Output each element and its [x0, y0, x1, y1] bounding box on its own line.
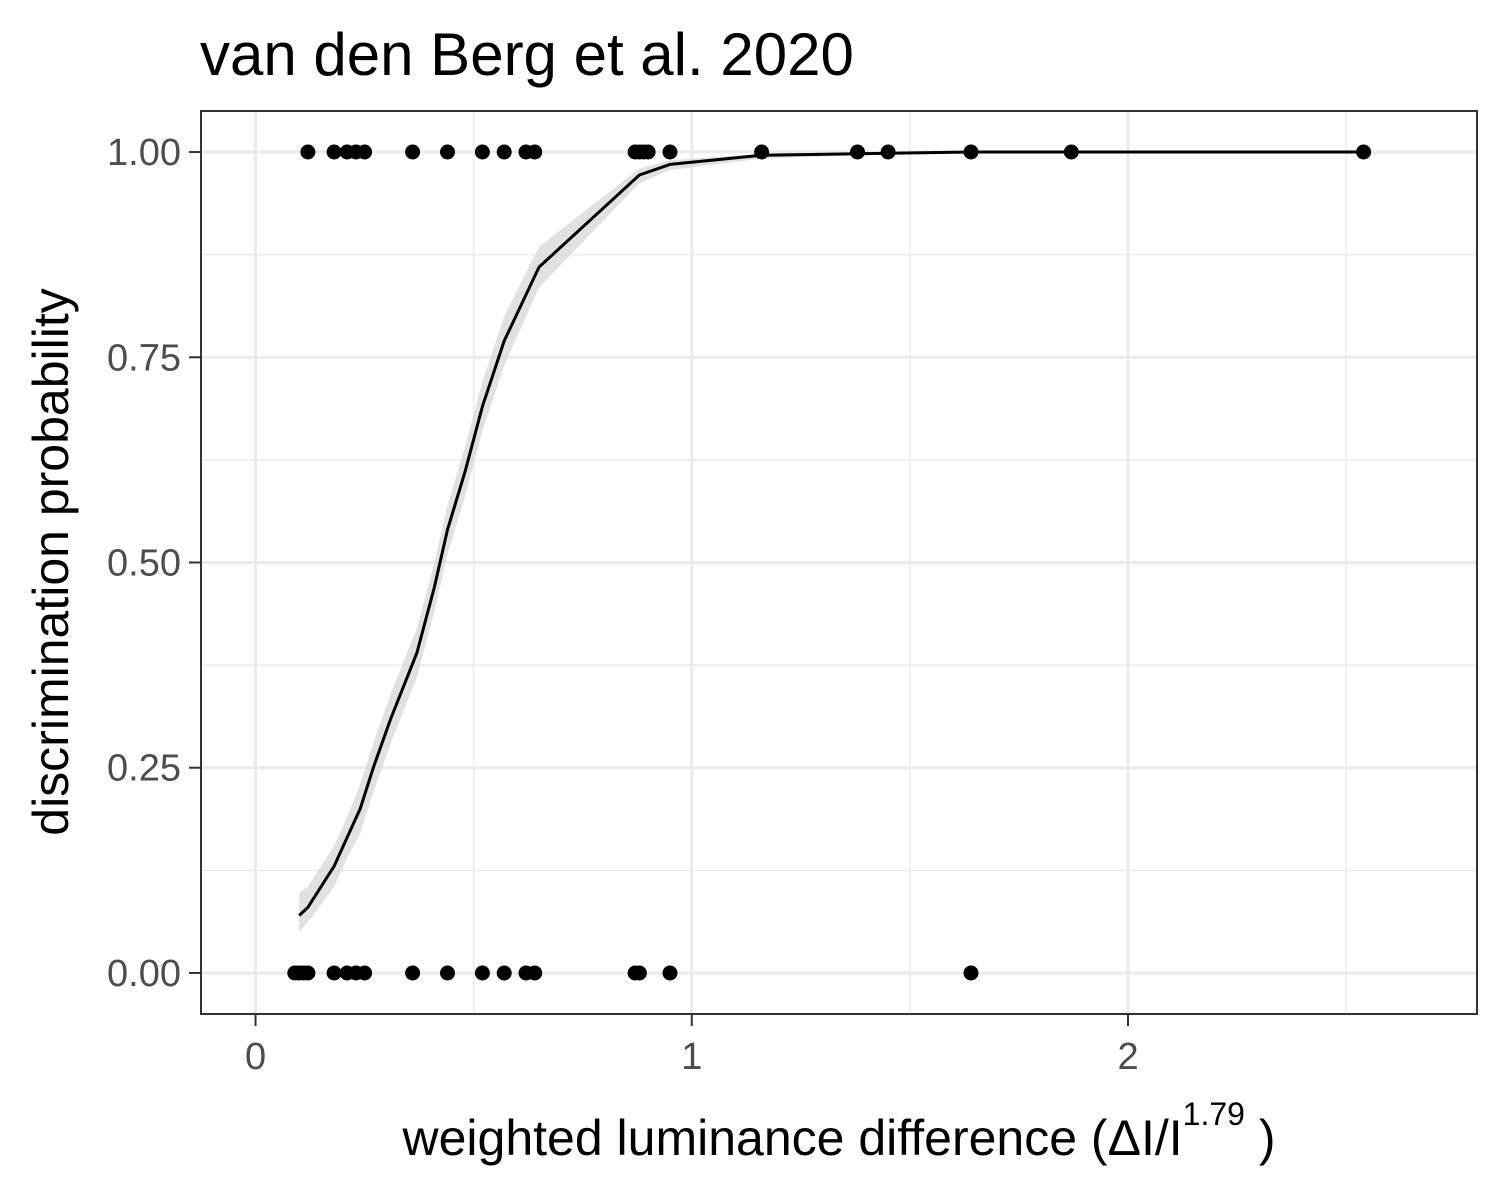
data-point-25 [300, 965, 316, 981]
fit-line-layer [298, 150, 1364, 917]
x-axis-title-close: ) [1245, 1110, 1276, 1166]
data-point-29 [357, 965, 373, 981]
confidence-ribbon-layer [299, 152, 1364, 932]
data-point-16 [754, 144, 770, 160]
x-axis-title-main: weighted luminance difference (ΔI/I [402, 1110, 1183, 1166]
data-point-15 [662, 144, 678, 160]
data-point-37 [631, 965, 647, 981]
data-point-0 [300, 144, 316, 160]
data-point-5 [405, 144, 421, 160]
y-axis: 0.00 0.25 0.50 0.75 1.00 [107, 132, 201, 995]
data-point-7 [474, 144, 490, 160]
data-point-10 [527, 144, 543, 160]
x-tick-label-1: 1 [681, 1036, 702, 1078]
y-axis-title: discrimination probability [23, 288, 79, 835]
major-grid [201, 111, 1477, 1014]
data-point-26 [326, 965, 342, 981]
y-tick-label-0: 0.00 [107, 953, 181, 995]
data-point-30 [405, 965, 421, 981]
data-point-18 [880, 144, 896, 160]
y-tick-label-3: 0.75 [107, 337, 181, 379]
x-axis-title: weighted luminance difference (ΔI/I1.79 … [402, 1096, 1276, 1166]
y-tick-label-1: 0.25 [107, 748, 181, 790]
data-point-33 [496, 965, 512, 981]
data-point-35 [527, 965, 543, 981]
data-point-17 [850, 144, 865, 160]
data-point-14 [640, 144, 656, 160]
x-axis-title-superscript: 1.79 [1183, 1096, 1245, 1132]
x-tick-label-0: 0 [245, 1036, 266, 1078]
data-point-6 [440, 144, 455, 160]
data-point-1 [326, 144, 342, 160]
data-point-38 [662, 965, 678, 981]
x-axis: 0 1 2 [245, 1014, 1139, 1078]
data-point-32 [474, 965, 490, 981]
fit-line [298, 150, 1364, 917]
y-tick-label-4: 1.00 [107, 132, 181, 174]
chart-title: van den Berg et al. 2020 [200, 21, 854, 88]
confidence-ribbon [299, 152, 1364, 932]
data-point-8 [496, 144, 512, 160]
x-tick-label-2: 2 [1117, 1036, 1138, 1078]
data-point-39 [963, 965, 979, 981]
data-point-20 [1063, 144, 1079, 160]
data-point-21 [1356, 144, 1372, 160]
data-point-31 [440, 965, 455, 981]
data-point-19 [963, 144, 979, 160]
y-tick-label-2: 0.50 [107, 543, 181, 585]
data-points [287, 144, 1372, 981]
data-point-4 [357, 144, 373, 160]
